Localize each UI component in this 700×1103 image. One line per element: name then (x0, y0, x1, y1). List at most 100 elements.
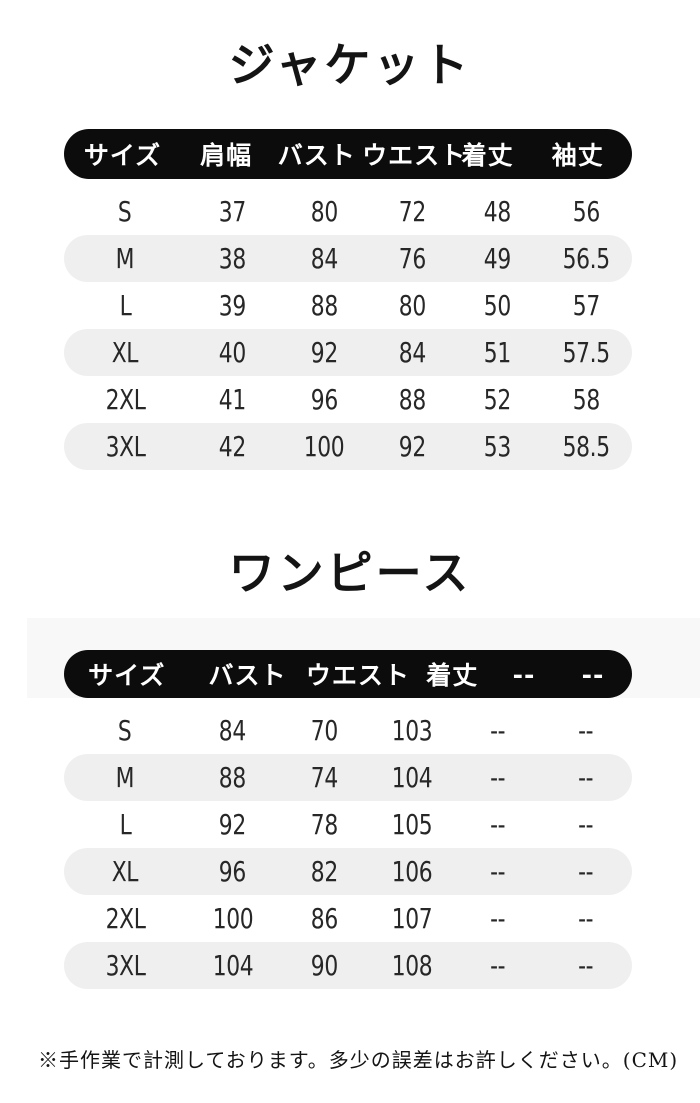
table-cell: 88 (186, 763, 279, 792)
dress-header-bust: バスト (208, 661, 287, 690)
table-cell: -- (540, 901, 632, 935)
cell-value: 72 (398, 194, 426, 228)
cell-value: 92 (219, 807, 247, 841)
cell-value: 105 (391, 807, 433, 841)
table-cell: 57.5 (540, 335, 632, 369)
cell-value: L (119, 288, 131, 322)
cell-value: 90 (310, 948, 338, 982)
table-cell: 90 (279, 948, 369, 982)
dress-header-dash-2: -- (581, 659, 605, 689)
cell-value: 53 (484, 429, 512, 463)
table-cell: 104 (186, 951, 279, 980)
cell-value: -- (490, 713, 506, 747)
table-cell: 39 (186, 288, 279, 322)
cell-value: 88 (398, 382, 426, 416)
cell-value: 49 (484, 241, 512, 275)
cell-value: -- (490, 854, 506, 888)
cell-value: 3XL (105, 429, 145, 463)
cell-value: -- (578, 807, 594, 841)
cell-value: 52 (484, 382, 512, 416)
table-cell: 104 (369, 763, 455, 792)
cell-value: 100 (303, 429, 345, 463)
table-cell: -- (455, 854, 540, 888)
cell-value: 57.5 (562, 335, 610, 369)
table-cell: 103 (369, 713, 455, 747)
table-cell: 105 (369, 807, 455, 841)
cell-value: -- (578, 760, 594, 794)
dress-header-dash-1: -- (512, 659, 536, 689)
cell-value: 58.5 (562, 429, 610, 463)
cell-value: 57 (572, 288, 600, 322)
cell-value: 56 (572, 194, 600, 228)
jacket-header-sleeve: 袖丈 (551, 141, 604, 170)
table-cell: -- (455, 760, 540, 794)
cell-value: 70 (310, 713, 338, 747)
cell-value: S (118, 713, 132, 747)
table-cell: 82 (279, 854, 369, 888)
table-row: S 37 80 72 48 56 (64, 188, 632, 235)
jacket-header-size: サイズ (83, 141, 162, 170)
table-cell: 41 (186, 382, 279, 416)
table-row: XL 96 82 106 -- -- (64, 848, 632, 895)
cell-value: -- (490, 760, 506, 794)
table-cell: 3XL (64, 429, 186, 463)
cell-value: 74 (310, 760, 338, 794)
table-cell: 42 (186, 432, 279, 461)
cell-value: 92 (310, 335, 338, 369)
table-cell: 58 (540, 385, 632, 414)
table-cell: -- (455, 713, 540, 747)
cell-value: M (115, 760, 135, 794)
table-cell: 53 (455, 429, 540, 463)
cell-value: 84 (310, 241, 338, 275)
table-cell: M (64, 244, 186, 273)
cell-value: 2XL (105, 901, 145, 935)
jacket-header-bust: バスト (277, 141, 356, 170)
table-cell: 52 (455, 382, 540, 416)
table-cell: 88 (369, 382, 455, 416)
table-cell: 108 (369, 951, 455, 980)
section-title-dress: ワンピース (228, 546, 472, 600)
dress-header-row: サイズ バスト ウエスト 着丈 -- -- (64, 650, 632, 698)
table-cell: -- (455, 807, 540, 841)
dress-header-waist: ウエスト (305, 661, 410, 690)
cell-value: 50 (484, 288, 512, 322)
table-cell: 92 (186, 807, 279, 841)
cell-value: 38 (219, 241, 247, 275)
table-row: 3XL 104 90 108 -- -- (64, 942, 632, 989)
cell-value: 100 (212, 901, 253, 935)
cell-value: 103 (391, 713, 433, 747)
table-cell: 100 (279, 429, 369, 463)
table-cell: 78 (279, 807, 369, 841)
table-cell: L (64, 810, 186, 839)
table-cell: 2XL (64, 385, 186, 414)
cell-value: S (118, 194, 132, 228)
table-row: M 38 84 76 49 56.5 (64, 235, 632, 282)
cell-value: 106 (391, 854, 433, 888)
table-cell: 80 (279, 194, 369, 228)
dress-rows: S 84 70 103 -- -- M 88 74 104 -- -- L 92 78 105 -- -- XL 96… (64, 707, 632, 989)
cell-value: 39 (219, 288, 247, 322)
cell-value: 96 (310, 382, 338, 416)
table-row: XL 40 92 84 51 57.5 (64, 329, 632, 376)
table-cell: XL (64, 338, 186, 367)
table-cell: -- (540, 951, 632, 980)
section-title-jacket: ジャケット (228, 38, 472, 92)
table-cell: 80 (369, 291, 455, 320)
cell-value: 82 (310, 854, 338, 888)
cell-value: -- (578, 901, 594, 935)
table-row: 3XL 42 100 92 53 58.5 (64, 423, 632, 470)
cell-value: 80 (310, 194, 338, 228)
table-cell: 51 (455, 338, 540, 367)
table-cell: L (64, 288, 186, 322)
cell-value: 78 (310, 807, 338, 841)
table-cell: 70 (279, 713, 369, 747)
table-cell: 37 (186, 197, 279, 226)
cell-value: 41 (219, 382, 247, 416)
table-cell: 84 (186, 716, 279, 745)
table-cell: 2XL (64, 901, 186, 935)
table-cell: M (64, 760, 186, 794)
cell-value: 92 (398, 429, 426, 463)
table-row: S 84 70 103 -- -- (64, 707, 632, 754)
table-cell: 92 (369, 429, 455, 463)
cell-value: -- (490, 807, 506, 841)
